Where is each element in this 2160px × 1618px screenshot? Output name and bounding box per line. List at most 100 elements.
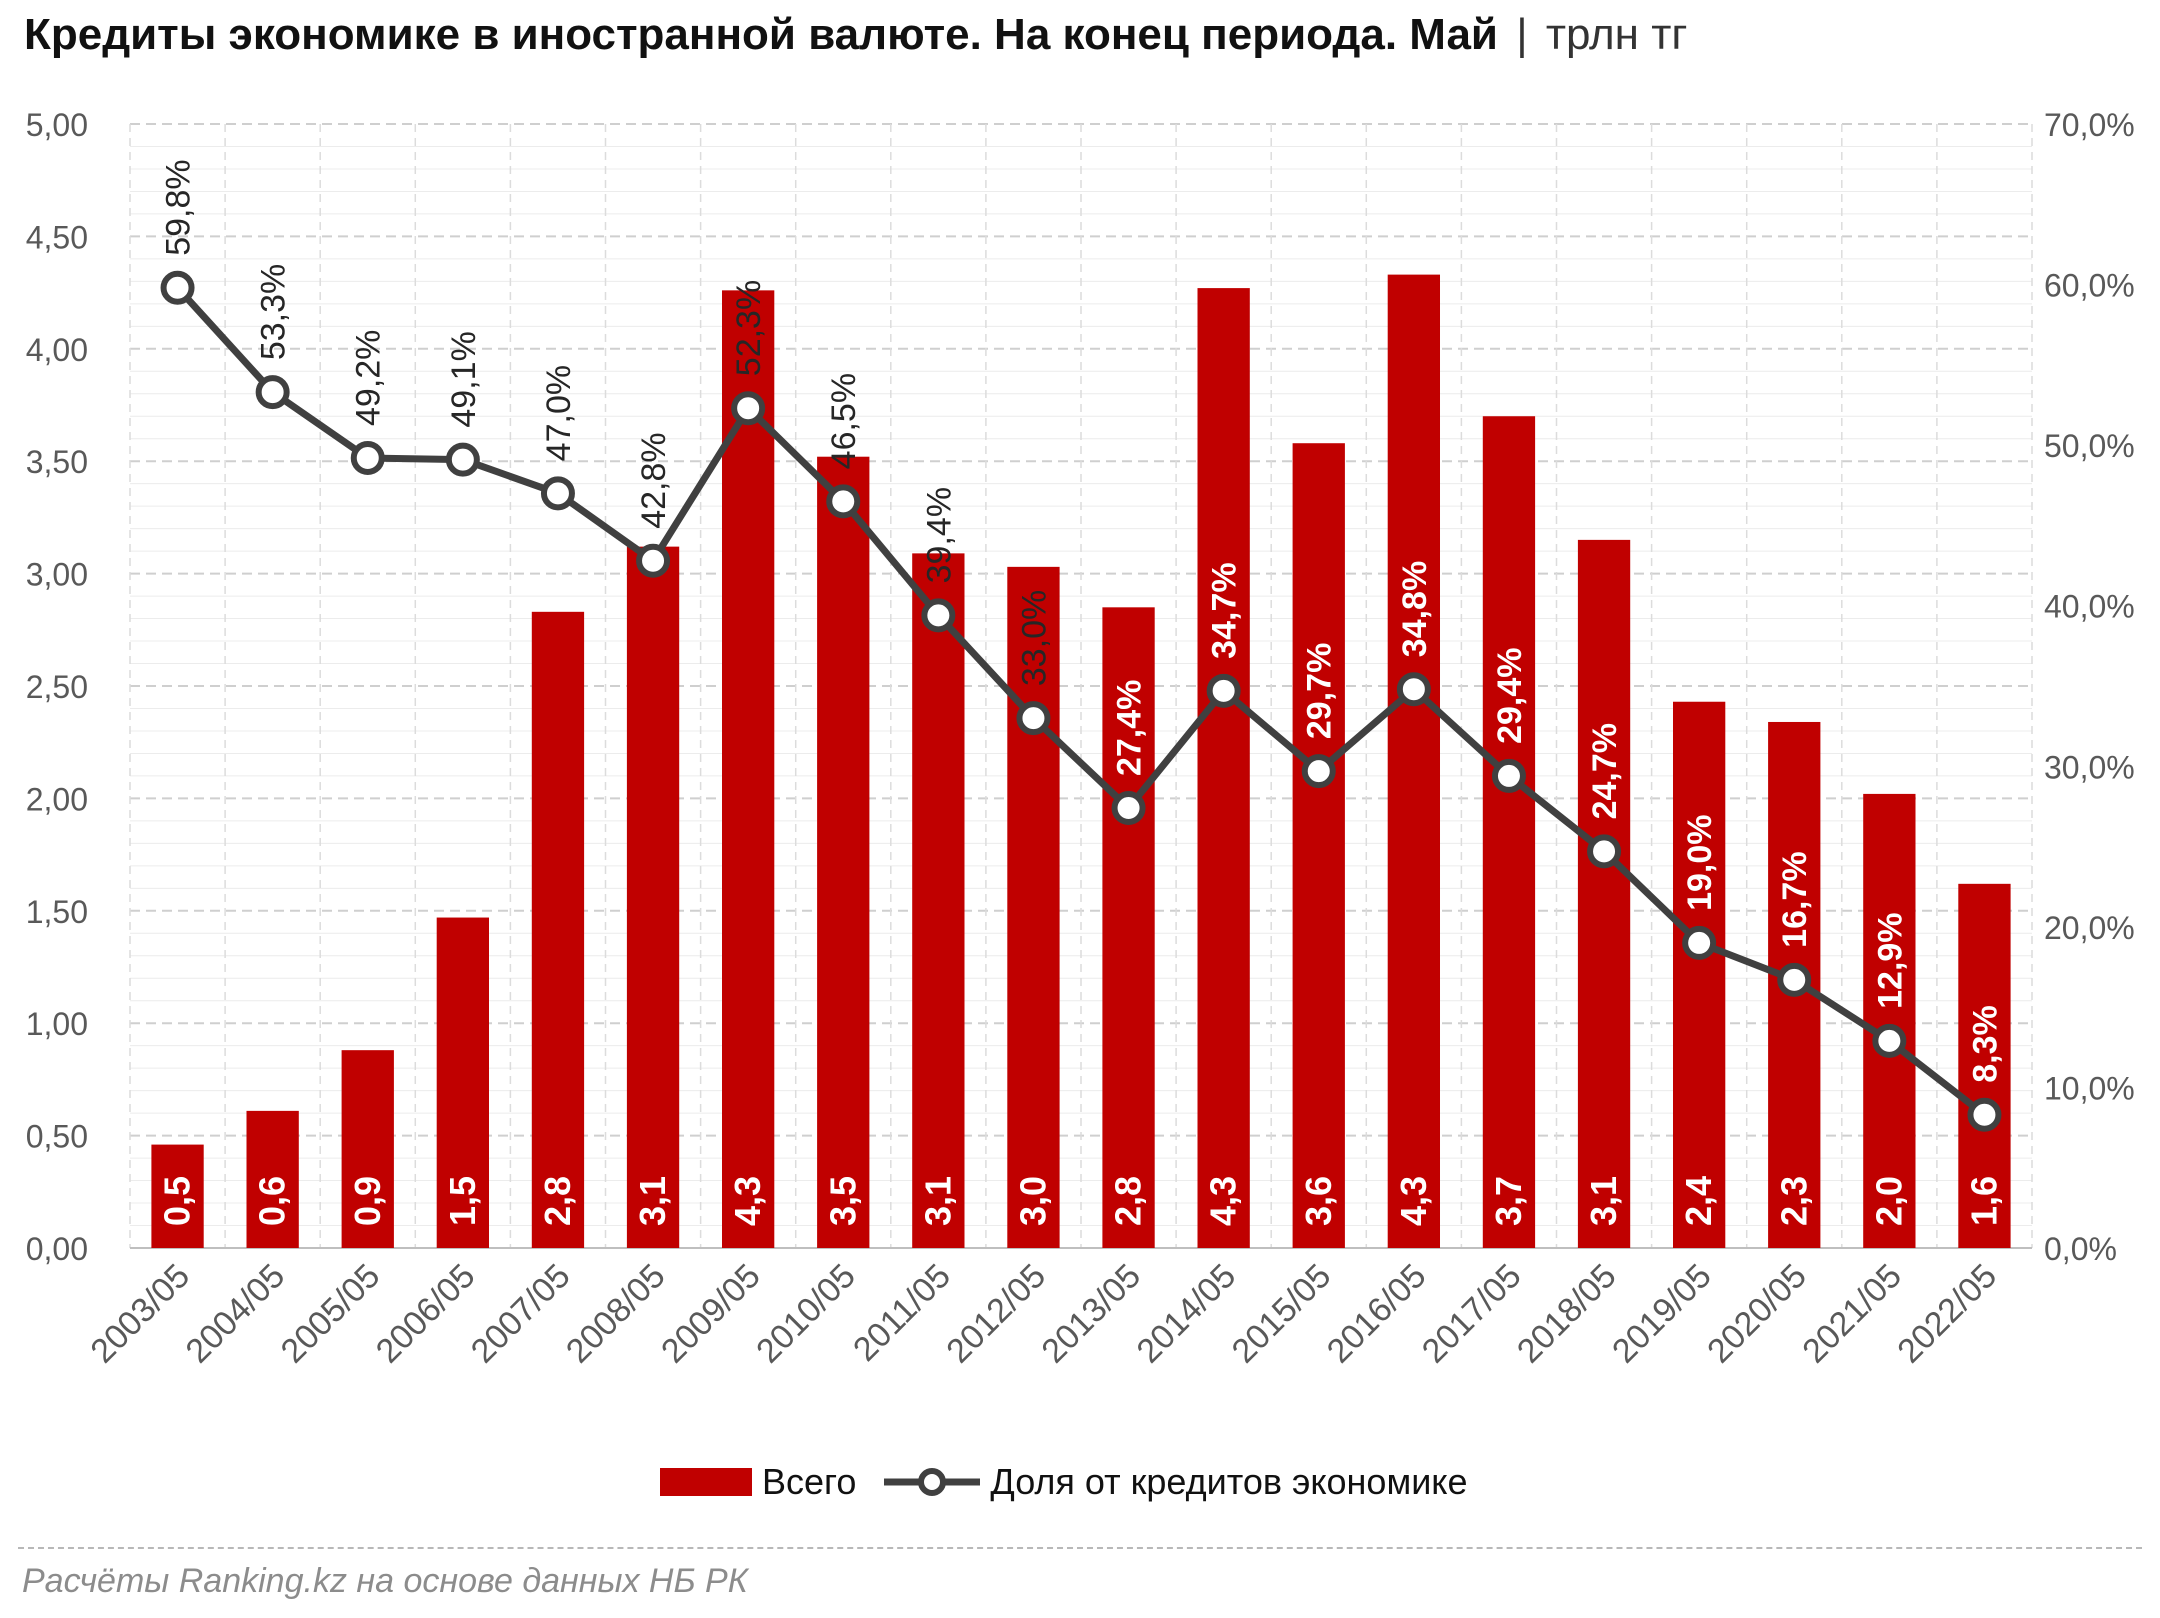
bar-2005/05 [341, 1050, 394, 1248]
bar-value-label: 2,8 [1108, 1176, 1149, 1226]
line-point-2015/05 [1301, 754, 1336, 789]
x-axis-tick-label: 2010/05 [749, 1257, 863, 1371]
bar-value-label: 4,3 [727, 1176, 768, 1226]
bar-value-label: 3,7 [1488, 1176, 1529, 1226]
line-point-2011/05 [921, 598, 956, 633]
legend-label-bars: Всего [762, 1461, 857, 1502]
x-axis-tick-label: 2003/05 [83, 1257, 197, 1371]
bar-value-label: 2,8 [537, 1176, 578, 1226]
bar-value-label: 0,6 [252, 1176, 293, 1226]
x-axis-tick-label: 2012/05 [939, 1257, 1053, 1371]
bar-2008/05 [626, 546, 680, 1248]
line-value-label: 24,7% [1586, 723, 1624, 819]
line-value-label: 59,8% [160, 159, 198, 255]
legend-item-bars: Всего [660, 1461, 856, 1503]
legend-item-line: Доля от кредитов экономике [884, 1461, 1467, 1503]
x-axis-tick-label: 2018/05 [1510, 1257, 1624, 1371]
line-value-label: 19,0% [1681, 815, 1719, 911]
line-value-label: 49,1% [445, 331, 483, 427]
x-axis-tick-label: 2022/05 [1890, 1257, 2004, 1371]
line-point-2004/05 [255, 375, 290, 410]
bar-value-label: 2,0 [1868, 1176, 1909, 1226]
bar-2004/05 [246, 1110, 299, 1248]
line-point-2016/05 [1396, 672, 1431, 707]
left-axis-tick-label: 2,00 [26, 781, 88, 817]
bar-2012/05 [1007, 566, 1060, 1248]
right-axis-tick-label: 60,0% [2044, 268, 2135, 304]
bar-value-label: 4,3 [1393, 1176, 1434, 1226]
left-axis-tick-label: 1,00 [26, 1006, 88, 1042]
line-point-2021/05 [1872, 1023, 1907, 1058]
left-axis-tick-label: 2,50 [26, 669, 88, 705]
chart-legend: Всего Доля от кредитов экономике [660, 1461, 1467, 1503]
line-point-2012/05 [1016, 701, 1051, 736]
line-point-2003/05 [160, 270, 195, 305]
legend-label-line: Доля от кредитов экономике [990, 1461, 1468, 1502]
right-axis-tick-label: 50,0% [2044, 428, 2135, 464]
right-axis-tick-label: 0,0% [2044, 1231, 2117, 1267]
right-axis-tick-label: 30,0% [2044, 749, 2135, 785]
x-axis-tick-label: 2006/05 [369, 1257, 483, 1371]
bar-2006/05 [436, 917, 490, 1248]
right-axis-tick-label: 20,0% [2044, 910, 2135, 946]
left-axis-tick-label: 0,50 [26, 1119, 88, 1155]
bar-value-label: 1,6 [1963, 1176, 2004, 1226]
line-point-2022/05 [1967, 1097, 2002, 1132]
chart-plot: 0,00 0,50 1,00 1,50 2,00 2,50 3,00 3,50 4,00 4,50… [26, 107, 2135, 1371]
x-axis-tick-label: 2019/05 [1605, 1257, 1719, 1371]
chart-title-unit: трлн тг [1545, 10, 1688, 59]
line-point-2007/05 [540, 476, 575, 511]
line-value-label: 53,3% [255, 264, 293, 360]
line-point-2020/05 [1777, 962, 1812, 997]
bar-2021/05 [1863, 793, 1916, 1248]
x-axis-tick-label: 2017/05 [1415, 1257, 1529, 1371]
bar-value-label: 4,3 [1203, 1176, 1244, 1226]
bar-2003/05 [151, 1144, 204, 1248]
line-value-label: 34,7% [1206, 562, 1244, 658]
bar-value-label: 3,5 [822, 1176, 863, 1226]
bar-2016/05 [1387, 274, 1441, 1249]
x-axis-tick-label: 2016/05 [1320, 1257, 1434, 1371]
line-value-label: 47,0% [540, 365, 578, 461]
bar-2007/05 [531, 611, 585, 1248]
line-value-label: 34,8% [1396, 561, 1434, 657]
bar-value-label: 3,6 [1298, 1176, 1339, 1226]
bar-2014/05 [1197, 288, 1250, 1248]
bar-2015/05 [1292, 443, 1345, 1248]
x-axis-tick-label: 2007/05 [464, 1257, 578, 1371]
bar-value-label: 3,0 [1012, 1176, 1053, 1226]
x-axis-tick-label: 2005/05 [274, 1257, 388, 1371]
line-value-label: 49,2% [350, 330, 388, 426]
bar-value-label: 2,3 [1773, 1176, 1814, 1226]
line-point-2006/05 [445, 442, 480, 477]
line-value-label: 29,7% [1301, 643, 1339, 739]
bar-value-label: 3,1 [1583, 1176, 1624, 1226]
x-axis-tick-label: 2004/05 [179, 1257, 293, 1371]
left-axis-tick-label: 5,00 [26, 107, 88, 143]
x-axis-tick-label: 2008/05 [559, 1257, 673, 1371]
left-axis-tick-label: 4,50 [26, 219, 88, 255]
bar-value-label: 1,5 [442, 1176, 483, 1226]
bar-2017/05 [1482, 416, 1536, 1248]
left-axis-tick-label: 3,00 [26, 557, 88, 593]
x-axis-tick-label: 2021/05 [1795, 1257, 1909, 1371]
chart-title-main: Кредиты экономике в иностранной валюте. … [24, 10, 1498, 59]
line-point-2014/05 [1206, 673, 1241, 708]
bar-value-label: 3,1 [632, 1176, 673, 1226]
x-axis-tick-label: 2015/05 [1225, 1257, 1339, 1371]
x-axis-tick-label: 2009/05 [654, 1257, 768, 1371]
bar-value-label: 3,1 [917, 1176, 958, 1226]
right-axis-tick-label: 40,0% [2044, 589, 2135, 625]
source-note: Расчёты Ranking.kz на основе данных НБ Р… [22, 1562, 748, 1600]
line-point-2017/05 [1491, 758, 1526, 793]
left-axis-tick-label: 3,50 [26, 444, 88, 480]
line-value-label: 16,7% [1776, 851, 1814, 947]
bar-2011/05 [912, 553, 965, 1248]
bar-2009/05 [721, 290, 775, 1248]
x-axis-tick-label: 2011/05 [846, 1257, 958, 1369]
left-axis-tick-label: 4,00 [26, 332, 88, 368]
line-point-2009/05 [731, 391, 766, 426]
footer-divider [18, 1547, 2142, 1549]
line-point-2010/05 [826, 484, 861, 519]
chart-title-separator: | [1516, 10, 1528, 59]
